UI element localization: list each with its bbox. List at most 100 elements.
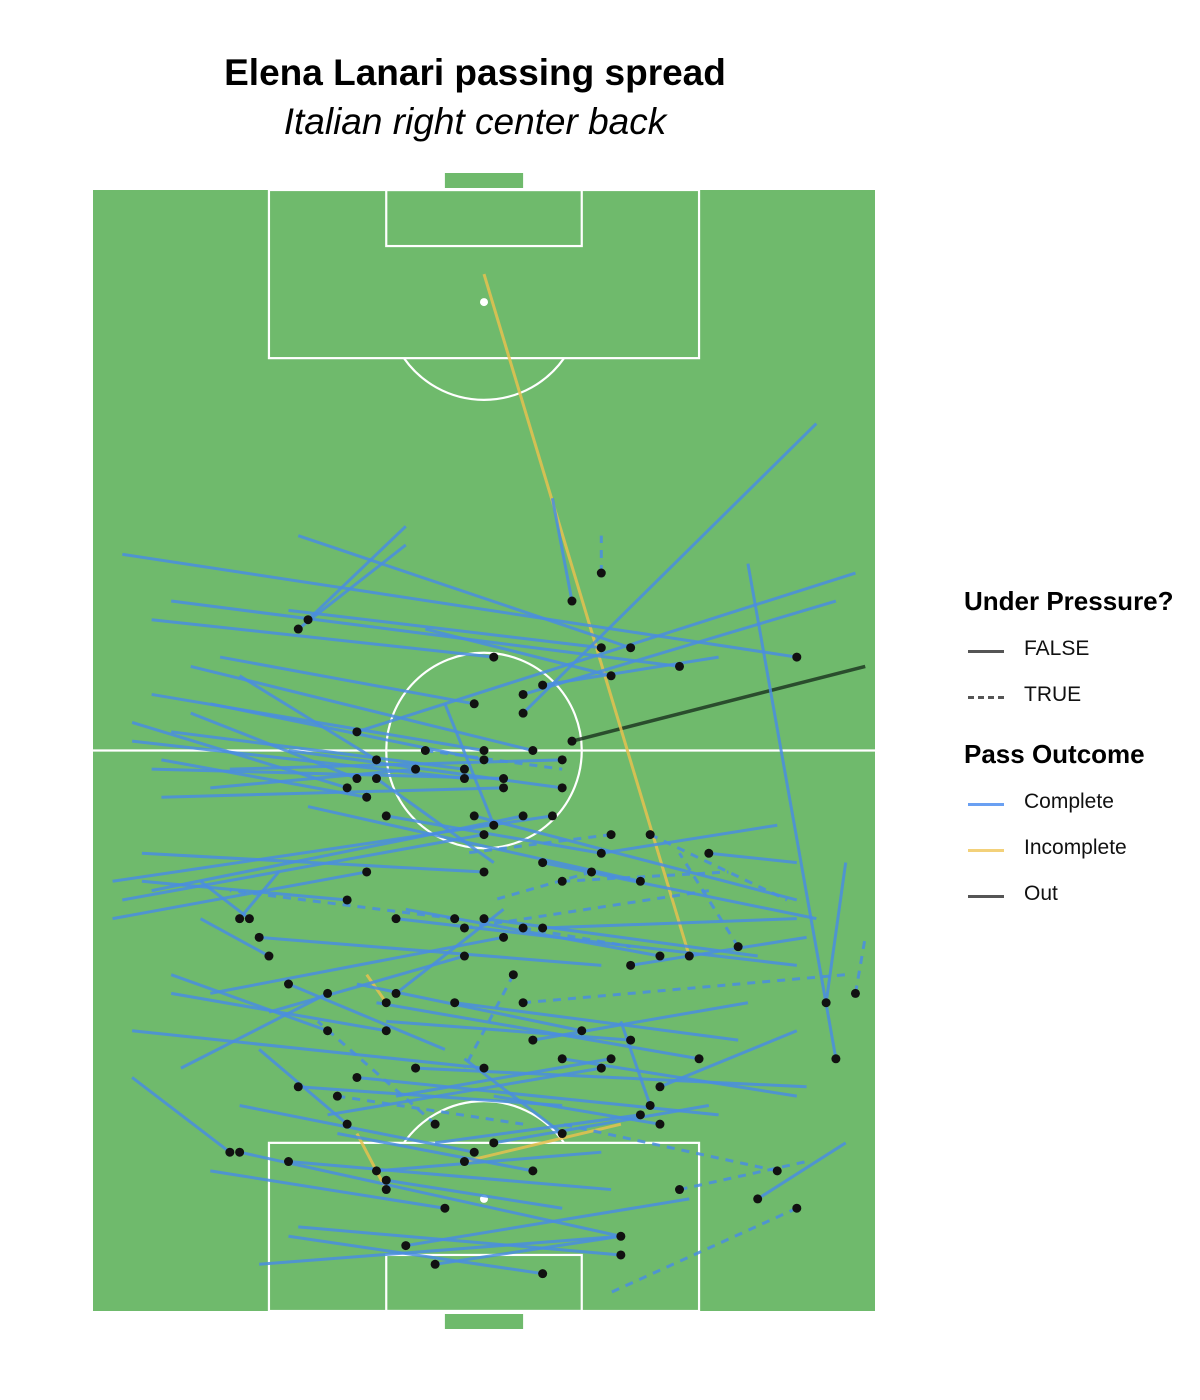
pass-start-point [547, 811, 557, 821]
top-six-yard-box [385, 188, 583, 248]
pass-start-point [342, 783, 352, 793]
pass-start-point [557, 783, 567, 793]
pass-start-point [499, 774, 509, 784]
pass-start-point [362, 867, 372, 877]
pass-line [464, 889, 710, 930]
pass-line [853, 937, 867, 994]
pass-start-point [518, 923, 528, 933]
pass-start-point [821, 998, 831, 1008]
pass-start-point [342, 1119, 352, 1129]
pass-start-point [440, 1203, 450, 1213]
pass-start-point [342, 895, 352, 905]
pass-start-point [587, 867, 597, 877]
pass-start-point [645, 830, 655, 840]
pass-line [550, 497, 574, 602]
pass-line [824, 862, 848, 1003]
pass-start-point [479, 867, 489, 877]
pass-line [493, 870, 592, 902]
pass-start-point [459, 764, 469, 774]
pass-start-point [303, 615, 313, 625]
pass-start-point [401, 1241, 411, 1251]
pass-start-point [684, 951, 694, 961]
pass-start-point [499, 932, 509, 942]
pass-line [170, 973, 329, 1033]
pass-line [141, 851, 485, 874]
pass-start-point [518, 811, 528, 821]
pass-start-point [225, 1147, 235, 1157]
pass-line [649, 833, 788, 902]
pass-line [376, 1001, 700, 1061]
pass-line [190, 664, 534, 752]
pass-line [443, 703, 496, 826]
pass-line [630, 935, 807, 967]
pass-line [190, 711, 358, 780]
pass-start-point [626, 960, 636, 970]
pass-line [355, 1132, 388, 1191]
pass-line [229, 889, 455, 921]
pass-line [131, 739, 465, 781]
legend-incomplete-key [968, 849, 1004, 852]
pass-start-point [371, 1166, 381, 1176]
pass-start-point [792, 652, 802, 662]
pass-line [199, 917, 270, 958]
pass-start-point [244, 914, 254, 924]
pitch-chart [93, 173, 875, 1329]
pass-start-point [284, 979, 293, 989]
pass-start-point [616, 1250, 626, 1260]
pass-start-point [352, 727, 362, 737]
pass-start-point [450, 998, 460, 1008]
pass-line [746, 563, 838, 1060]
pass-start-point [645, 1100, 655, 1110]
bottom-goal [444, 1314, 524, 1329]
pass-line [434, 1113, 641, 1145]
pass-start-point [704, 848, 714, 858]
pass-line [463, 1057, 564, 1135]
top-penalty-spot [480, 298, 488, 307]
pass-line [405, 907, 661, 958]
pass-line [180, 992, 329, 1070]
legend-outcome-title: Pass Outcome [964, 739, 1145, 769]
pass-line [307, 525, 407, 621]
pass-start-point [459, 951, 469, 961]
pass-line [288, 1234, 543, 1276]
pass-line [210, 767, 416, 790]
legend-complete-key [968, 803, 1004, 806]
pass-start-point [616, 1231, 626, 1241]
pass-line [619, 1020, 652, 1106]
pass-start-point [655, 1082, 665, 1092]
pass-line [131, 721, 348, 790]
pass-start-point [235, 914, 245, 924]
pass-line [678, 852, 740, 948]
bottom-six-yard-box [385, 1253, 583, 1313]
pass-start-points [225, 568, 860, 1279]
pass-line [258, 1048, 349, 1126]
legend-label: Complete [1024, 790, 1114, 813]
pass-line [337, 1132, 534, 1173]
pass-line [385, 814, 602, 855]
pass-start-point [235, 1147, 245, 1157]
pass-start-point [352, 1072, 362, 1082]
pass-line [493, 1104, 710, 1145]
pass-start-point [381, 811, 391, 821]
pass-start-point [528, 1166, 538, 1176]
pass-line [131, 1076, 231, 1154]
pass-start-point [381, 998, 391, 1008]
pass-start-point [362, 792, 372, 802]
pass-start-point [459, 923, 469, 933]
pass-line [464, 833, 612, 855]
pass-line [298, 1225, 621, 1257]
pass-line [298, 1085, 563, 1107]
legend-solid-key [968, 650, 1004, 653]
pass-line [122, 552, 798, 659]
pass-line [141, 879, 348, 902]
pass-line [238, 674, 378, 762]
pass-start-point [567, 736, 577, 746]
top-penalty-arc [403, 357, 565, 401]
pass-line [679, 1160, 807, 1192]
pass-start-point [596, 568, 606, 578]
pass-line [473, 814, 798, 902]
pass-line [161, 758, 367, 799]
pass-start-point [733, 942, 743, 952]
pass-start-point [655, 951, 665, 961]
pass-line [601, 823, 778, 855]
